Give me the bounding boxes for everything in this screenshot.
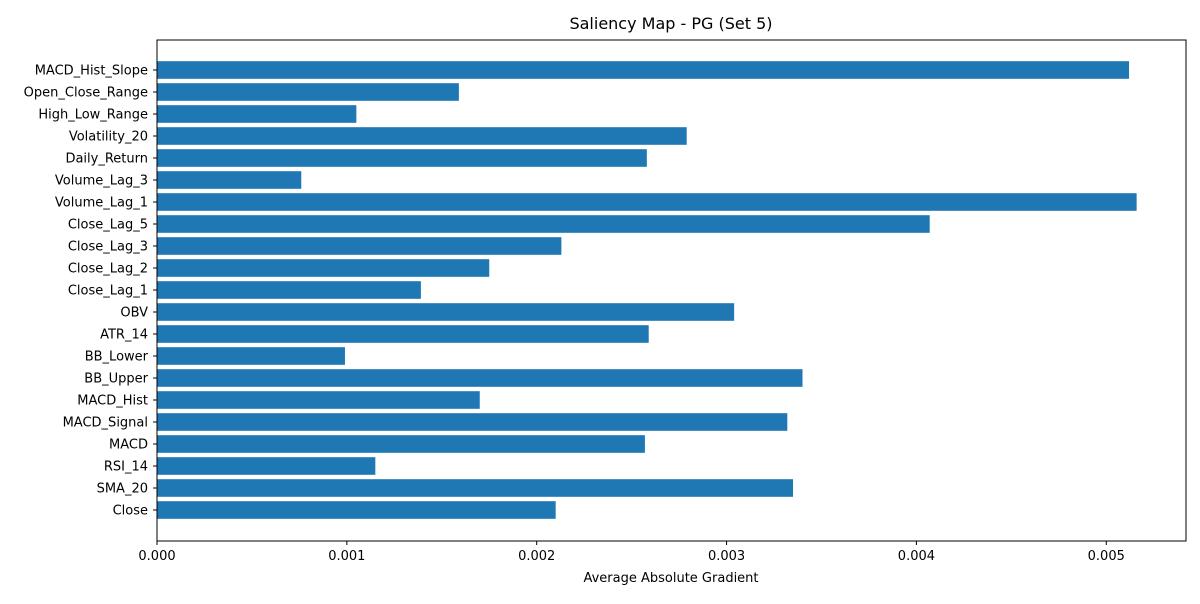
y-tick-label: Volume_Lag_3 — [55, 174, 148, 189]
x-tick-label: 0.000 — [138, 549, 175, 564]
x-axis-label: Average Absolute Gradient — [583, 571, 758, 586]
y-tick-label: RSI_14 — [104, 460, 148, 475]
y-tick-label: Close_Lag_1 — [68, 284, 148, 299]
bar-obv — [157, 303, 735, 321]
bar-close — [157, 501, 556, 519]
x-tick-label: 0.003 — [708, 549, 745, 564]
y-tick-label: ATR_14 — [100, 328, 148, 343]
bar-macd-signal — [157, 413, 788, 431]
plot-frame — [156, 39, 1187, 542]
bar-volatility-20 — [157, 127, 687, 145]
bars-group — [157, 61, 1137, 519]
y-tick-label: Volume_Lag_1 — [55, 196, 148, 211]
bar-open-close-range — [157, 83, 459, 101]
bar-high-low-range — [157, 105, 357, 123]
y-tick-label: Close_Lag_2 — [68, 262, 148, 277]
y-tick-label: Daily_Return — [65, 152, 148, 167]
bar-close-lag-2 — [157, 259, 490, 277]
bar-daily-return — [157, 149, 647, 167]
y-tick-label: Close_Lag_5 — [68, 218, 148, 233]
bar-close-lag-3 — [157, 237, 562, 255]
bar-sma-20 — [157, 479, 794, 497]
y-tick-label: Open_Close_Range — [24, 86, 148, 101]
x-tick-label: 0.004 — [898, 549, 935, 564]
y-axis-ticks: Close SMA_20 RSI_14 MACD MACD_Signal MACD_His… — [24, 64, 157, 519]
bar-volume-lag-3 — [157, 171, 302, 189]
y-tick-label: MACD_Hist — [77, 394, 148, 409]
x-tick-label: 0.005 — [1088, 549, 1125, 564]
bar-close-lag-1 — [157, 281, 421, 299]
bar-bb-upper — [157, 369, 803, 387]
y-tick-label: High_Low_Range — [38, 108, 148, 123]
bar-rsi-14 — [157, 457, 376, 475]
bar-atr-14 — [157, 325, 649, 343]
bar-volume-lag-1 — [157, 193, 1137, 211]
y-tick-label: MACD — [109, 438, 148, 453]
y-tick-label: SMA_20 — [97, 482, 148, 497]
bar-bb-lower — [157, 347, 345, 365]
y-tick-label: BB_Upper — [84, 372, 148, 387]
x-tick-label: 0.001 — [328, 549, 365, 564]
x-axis-ticks: 0.000 0.001 0.002 0.003 0.004 0.005 — [138, 541, 1125, 564]
y-tick-label: BB_Lower — [85, 350, 149, 365]
chart-title: Saliency Map - PG (Set 5) — [569, 14, 772, 33]
bar-close-lag-5 — [157, 215, 930, 233]
y-tick-label: Close_Lag_3 — [68, 240, 148, 255]
y-tick-label: OBV — [120, 306, 148, 321]
y-tick-label: MACD_Hist_Slope — [35, 64, 148, 79]
bar-macd-hist — [157, 391, 480, 409]
y-tick-label: Volatility_20 — [69, 130, 148, 145]
bar-macd-hist-slope — [157, 61, 1130, 79]
x-tick-label: 0.002 — [518, 549, 555, 564]
y-tick-label: Close — [113, 504, 148, 519]
bar-macd — [157, 435, 645, 453]
y-tick-label: MACD_Signal — [63, 416, 148, 431]
